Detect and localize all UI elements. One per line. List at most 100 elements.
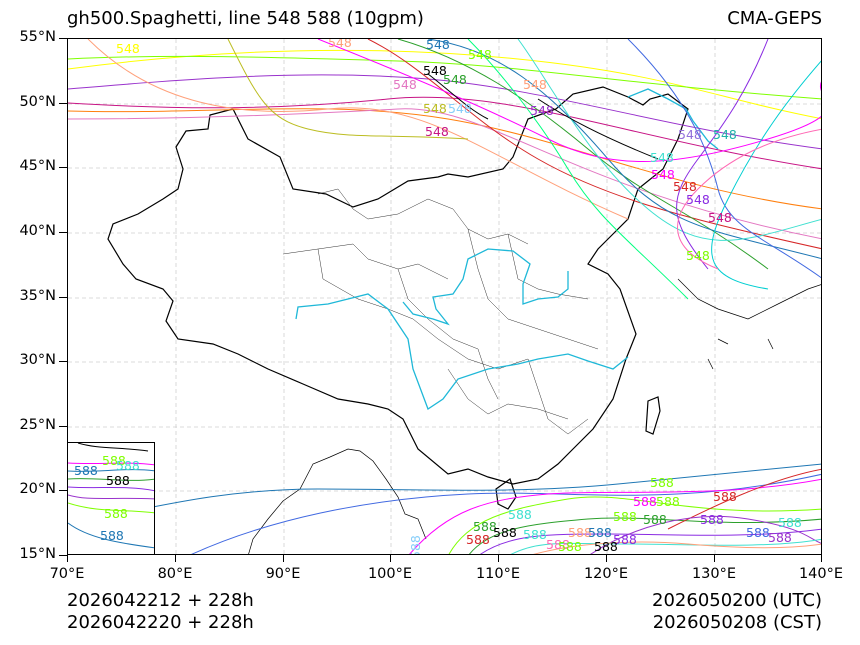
y-tick <box>59 426 67 428</box>
y-tick-label: 55°N <box>19 29 56 45</box>
svg-text:588: 588 <box>768 530 792 545</box>
svg-text:588: 588 <box>102 453 126 468</box>
svg-text:548: 548 <box>423 63 447 78</box>
svg-text:548: 548 <box>686 248 710 263</box>
x-tick-label: 110°E <box>475 566 521 582</box>
x-tick <box>498 555 500 562</box>
south-china-sea-inset: 588 588 588 588 588 588 <box>67 442 155 555</box>
province-borders <box>282 188 599 435</box>
valid-time-utc: 2026050200 (UTC) <box>652 590 822 611</box>
rivers <box>295 88 719 410</box>
svg-text:588: 588 <box>546 537 570 552</box>
x-tick <box>714 555 716 562</box>
svg-text:548: 548 <box>523 77 547 92</box>
contours-548 <box>68 39 821 300</box>
svg-text:588: 588 <box>466 532 490 547</box>
svg-text:588: 588 <box>473 519 497 534</box>
svg-text:588: 588 <box>650 475 674 490</box>
svg-text:548: 548 <box>425 124 449 139</box>
model-name: CMA-GEPS <box>727 8 822 29</box>
y-tick-label: 20°N <box>19 481 56 497</box>
svg-text:588: 588 <box>558 539 582 554</box>
forecast-init-times: 2026042212 + 228h 2026042220 + 228h <box>67 590 254 634</box>
svg-text:588: 588 <box>106 473 130 488</box>
svg-text:548: 548 <box>673 179 697 194</box>
svg-text:548: 548 <box>448 101 472 116</box>
contours-588 <box>68 463 821 554</box>
y-tick <box>59 555 67 557</box>
x-tick <box>67 555 69 562</box>
svg-text:588: 588 <box>568 525 592 540</box>
y-tick-label: 40°N <box>19 223 56 239</box>
y-tick-label: 15°N <box>19 546 56 562</box>
svg-text:588: 588 <box>508 507 532 522</box>
forecast-valid-times: 2026050200 (UTC) 2026050208 (CST) <box>652 590 822 634</box>
svg-text:548: 548 <box>468 47 492 62</box>
svg-text:588: 588 <box>74 463 98 478</box>
svg-text:548: 548 <box>530 103 554 118</box>
svg-text:588: 588 <box>116 458 140 473</box>
svg-text:588: 588 <box>613 532 637 547</box>
svg-text:548: 548 <box>393 77 417 92</box>
y-tick-label: 50°N <box>19 94 56 110</box>
x-tick <box>390 555 392 562</box>
svg-text:588: 588 <box>523 527 547 542</box>
y-tick <box>59 167 67 169</box>
svg-text:548: 548 <box>443 72 467 87</box>
svg-text:588: 588 <box>493 525 517 540</box>
x-tick <box>821 555 823 562</box>
svg-text:588: 588 <box>588 525 612 540</box>
x-tick-label: 80°E <box>157 566 193 582</box>
svg-text:588: 588 <box>778 515 802 530</box>
y-tick-label: 35°N <box>19 288 56 304</box>
chart-title: gh500.Spaghetti, line 548 588 (10gpm) <box>67 8 424 29</box>
map-canvas: 548 548 548 548 548 548 548 548 548 548 … <box>68 39 821 555</box>
gridlines <box>68 39 821 554</box>
y-tick-label: 30°N <box>19 352 56 368</box>
init-time-cst: 2026042220 + 228h <box>67 612 254 633</box>
x-tick-label: 100°E <box>367 566 413 582</box>
coastline <box>248 278 821 554</box>
svg-text:588: 588 <box>100 528 124 543</box>
y-tick-label: 25°N <box>19 417 56 433</box>
svg-text:548: 548 <box>650 150 674 165</box>
y-tick <box>59 103 67 105</box>
svg-text:588: 588 <box>643 512 667 527</box>
y-tick <box>59 490 67 492</box>
map-plot: 548 548 548 548 548 548 548 548 548 548 … <box>67 38 822 555</box>
svg-text:588: 588 <box>633 494 657 509</box>
x-tick-label: 120°E <box>583 566 629 582</box>
svg-text:548: 548 <box>678 127 702 142</box>
svg-text:548: 548 <box>328 39 352 50</box>
init-time-utc: 2026042212 + 228h <box>67 590 254 611</box>
contour-labels-548: 548 548 548 548 548 548 548 548 548 548 … <box>116 39 737 263</box>
x-tick <box>283 555 285 562</box>
x-tick-label: 70°E <box>49 566 85 582</box>
svg-text:588: 588 <box>613 509 637 524</box>
y-tick <box>59 297 67 299</box>
y-tick <box>59 361 67 363</box>
svg-text:588: 588 <box>104 506 128 521</box>
x-tick <box>606 555 608 562</box>
y-tick <box>59 38 67 40</box>
y-tick <box>59 232 67 234</box>
svg-text:548: 548 <box>651 167 675 182</box>
svg-text:588: 588 <box>700 512 724 527</box>
svg-text:588: 588 <box>746 525 770 540</box>
y-tick-label: 45°N <box>19 158 56 174</box>
inset-canvas: 588 588 588 588 588 588 <box>68 443 154 549</box>
svg-text:548: 548 <box>686 192 710 207</box>
svg-text:548: 548 <box>423 101 447 116</box>
svg-text:588: 588 <box>594 539 618 554</box>
svg-text:548: 548 <box>426 39 450 52</box>
valid-time-cst: 2026050208 (CST) <box>652 612 822 633</box>
svg-text:548: 548 <box>708 210 732 225</box>
svg-text:588: 588 <box>408 535 423 555</box>
svg-text:588: 588 <box>713 489 737 504</box>
svg-text:548: 548 <box>713 127 737 142</box>
x-tick-label: 130°E <box>691 566 737 582</box>
svg-text:588: 588 <box>656 494 680 509</box>
contour-labels-588: 588 588 588 588 588 588 588 588 588 588 … <box>408 475 802 555</box>
svg-text:548: 548 <box>116 41 140 56</box>
x-tick-label: 140°E <box>798 566 844 582</box>
